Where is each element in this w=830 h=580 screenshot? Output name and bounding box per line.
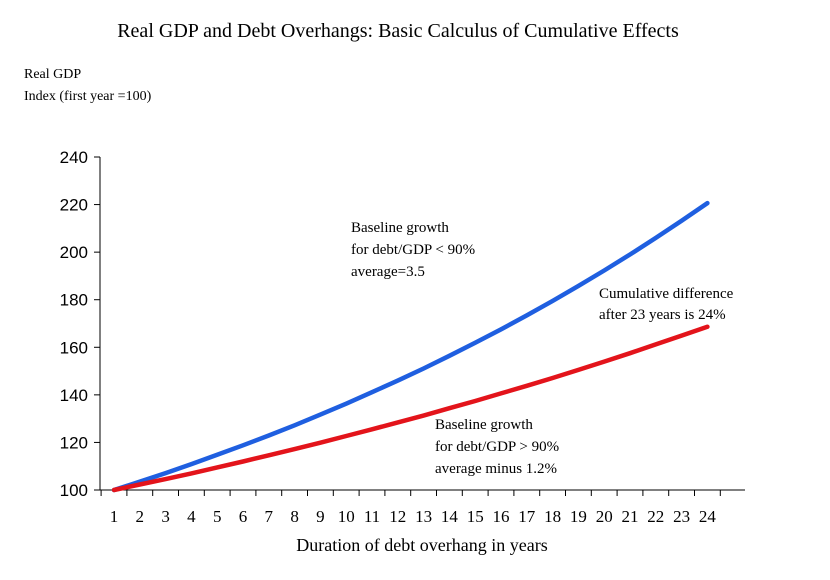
x-tick-label: 21 <box>622 507 639 526</box>
annotation-red-3: average minus 1.2% <box>435 461 557 477</box>
y-tick-label: 200 <box>60 243 88 262</box>
x-tick-label: 4 <box>187 507 196 526</box>
x-tick-label: 3 <box>161 507 170 526</box>
y-tick-label: 220 <box>60 196 88 215</box>
x-tick-label: 14 <box>441 507 459 526</box>
series-layer <box>111 200 710 493</box>
x-tick-label: 10 <box>338 507 355 526</box>
x-tick-label: 19 <box>570 507 587 526</box>
x-tick-label: 23 <box>673 507 690 526</box>
x-tick-label: 16 <box>493 507 510 526</box>
x-tick-label: 8 <box>290 507 299 526</box>
x-tick-label: 1 <box>110 507 119 526</box>
annotation-blue-3: average=3.5 <box>351 264 425 280</box>
x-ticks: 1 2 3 4 5 6 7 8 9 10 11 12 13 14 15 16 17 18 19 20 21 22 23 24 <box>100 490 721 526</box>
x-tick-label: 24 <box>699 507 717 526</box>
x-tick-label: 9 <box>316 507 325 526</box>
x-tick-label: 12 <box>389 507 406 526</box>
annotation-blue-1: Baseline growth <box>351 220 449 236</box>
y-tick-label: 240 <box>60 148 88 167</box>
y-tick-label: 180 <box>60 291 88 310</box>
annotation-red-2: for debt/GDP > 90% <box>435 439 559 455</box>
x-tick-label: 20 <box>596 507 613 526</box>
y-ticks: 100 120 140 160 180 200 220 240 <box>60 148 100 500</box>
y-axis-label-line2: Index (first year =100) <box>24 89 152 104</box>
x-tick-label: 17 <box>518 507 536 526</box>
annotation-blue-2: for debt/GDP < 90% <box>351 242 475 258</box>
chart-title: Real GDP and Debt Overhangs: Basic Calcu… <box>117 20 679 42</box>
x-tick-label: 13 <box>415 507 432 526</box>
y-tick-label: 140 <box>60 386 88 405</box>
x-tick-label: 7 <box>265 507 274 526</box>
annotation-red-1: Baseline growth <box>435 417 533 433</box>
x-tick-label: 11 <box>364 507 380 526</box>
series-line-red <box>111 324 710 493</box>
series-line-blue <box>111 200 710 493</box>
x-tick-label: 2 <box>136 507 145 526</box>
y-tick-label: 160 <box>60 338 88 357</box>
x-tick-label: 5 <box>213 507 222 526</box>
x-axis-label: Duration of debt overhang in years <box>296 535 547 555</box>
x-tick-label: 15 <box>467 507 484 526</box>
x-tick-label: 22 <box>647 507 664 526</box>
y-tick-label: 120 <box>60 433 88 452</box>
x-tick-label: 6 <box>239 507 248 526</box>
x-tick-label: 18 <box>544 507 561 526</box>
y-axis-label-line1: Real GDP <box>24 67 81 82</box>
annotation-diff-2: after 23 years is 24% <box>599 307 726 323</box>
y-tick-label: 100 <box>60 481 88 500</box>
annotation-diff-1: Cumulative difference <box>599 286 734 302</box>
